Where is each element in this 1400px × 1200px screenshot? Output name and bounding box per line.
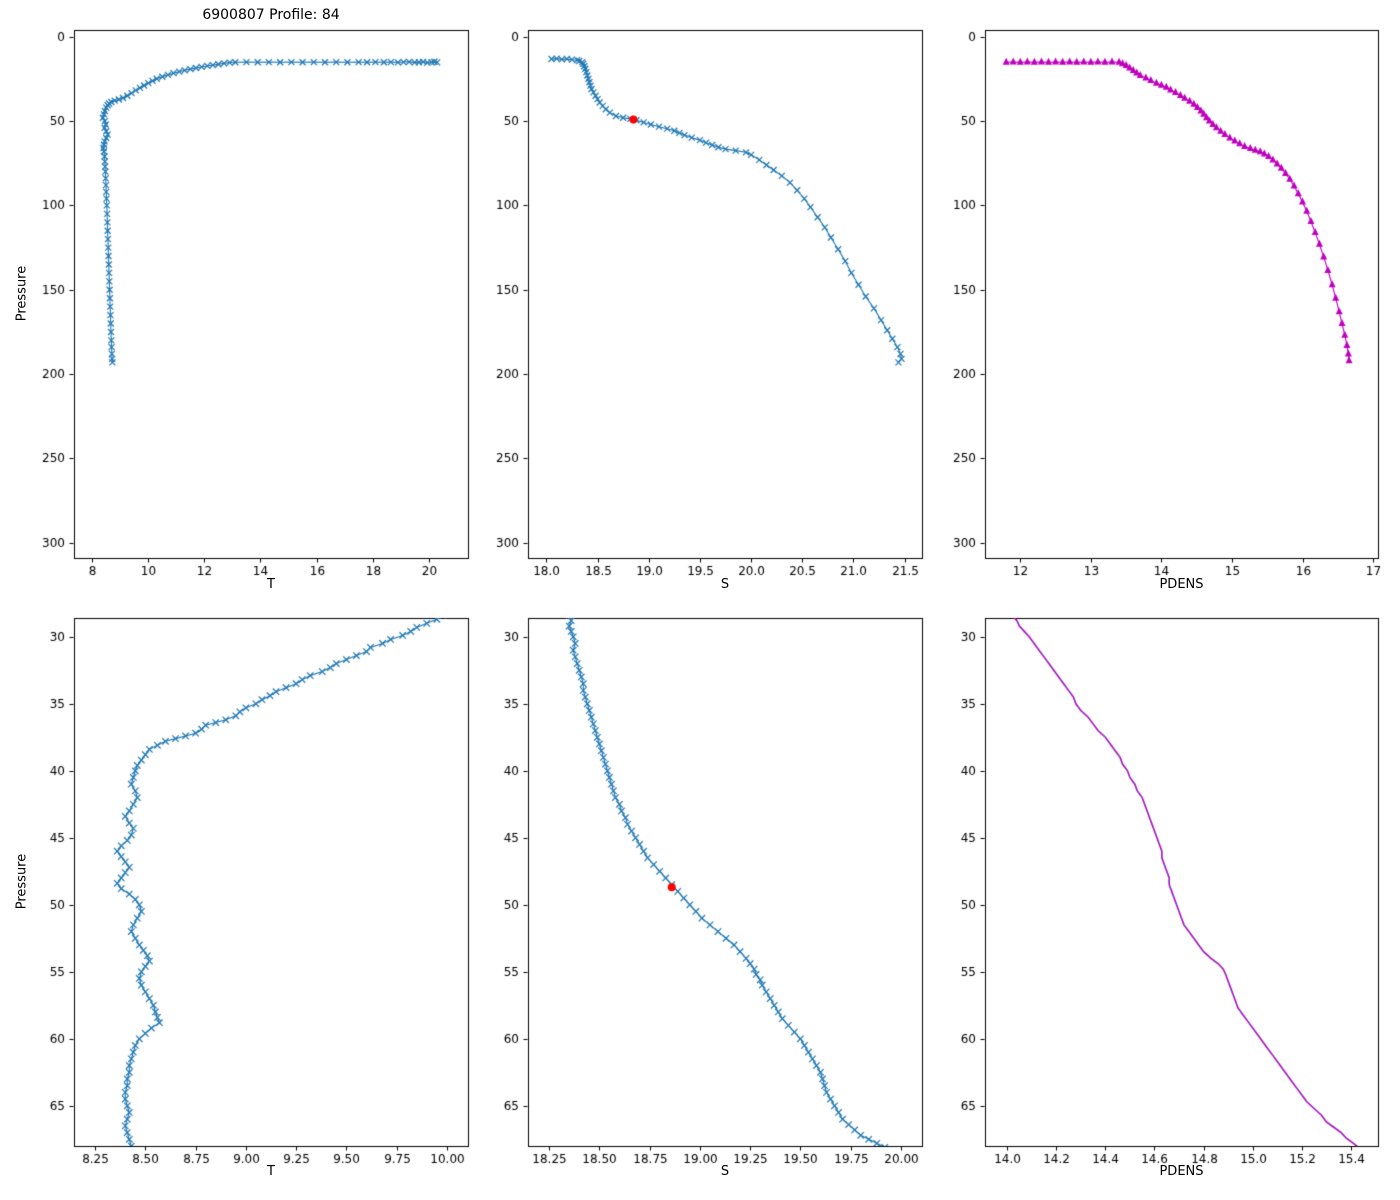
xlabel-temperature-top: T bbox=[267, 577, 275, 592]
xlabel-salinity-bottom: S bbox=[720, 1164, 730, 1179]
xlabel-pdens-top: PDENS bbox=[1159, 577, 1204, 592]
xlabel-salinity-top: S bbox=[720, 577, 730, 592]
ylabel-pressure-bottom: Pressure bbox=[14, 853, 30, 910]
xlabel-temperature-bottom: T bbox=[267, 1164, 275, 1179]
xlabel-pdens-bottom: PDENS bbox=[1159, 1164, 1204, 1179]
ylabel-pressure-top: Pressure bbox=[14, 265, 30, 322]
figure-title: 6900807 Profile: 84 bbox=[202, 7, 340, 23]
